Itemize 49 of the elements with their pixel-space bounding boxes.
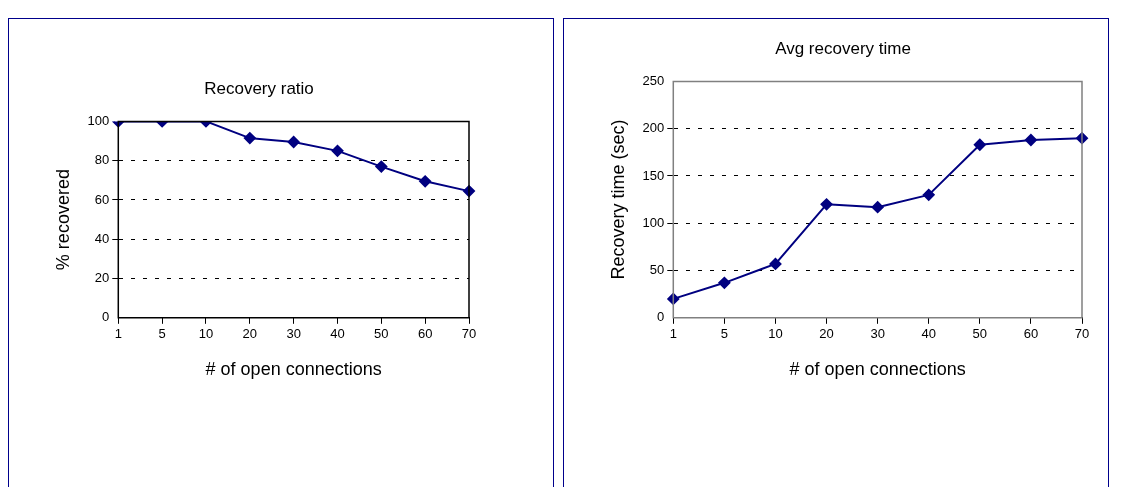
x-tick-label: 60	[1023, 326, 1039, 342]
x-tick-label: 30	[286, 326, 301, 342]
x-tick-label: 5	[720, 326, 728, 342]
x-tick-label: 70	[1074, 326, 1090, 342]
chart-title: Recovery ratio	[204, 78, 314, 98]
x-tick-label: 20	[242, 326, 258, 342]
point	[287, 136, 300, 149]
y-tick-label: 100	[87, 112, 110, 128]
point	[820, 198, 833, 211]
y-tick-label: 80	[94, 152, 110, 168]
x-tick-label: 1	[114, 326, 122, 342]
x-tick-label: 10	[768, 326, 783, 342]
x-tick-label: 50	[972, 326, 988, 342]
x-tick-label: 5	[158, 326, 166, 342]
x-tick-label: 10	[198, 326, 214, 342]
x-tick-label: 40	[921, 326, 936, 342]
y-tick-label: 20	[94, 270, 110, 286]
point	[243, 132, 256, 145]
y-axis-title: Recovery time (sec)	[607, 119, 628, 280]
y-tick-label: 250	[642, 72, 665, 88]
y-tick-label: 150	[642, 167, 665, 183]
point	[769, 257, 782, 270]
x-tick-label: 30	[870, 326, 885, 342]
y-tick-label: 200	[642, 120, 665, 136]
point	[871, 201, 884, 214]
x-tick-label: 50	[374, 326, 389, 342]
x-tick-label: 40	[330, 326, 345, 342]
chart-title: Avg recovery time	[775, 38, 911, 58]
y-tick-label: 50	[649, 262, 665, 278]
point	[922, 188, 935, 201]
point	[667, 292, 680, 305]
x-axis-title: # of open connections	[205, 359, 382, 380]
y-axis-title: % recovered	[52, 169, 73, 271]
y-tick-label: 0	[102, 309, 110, 325]
point	[718, 276, 731, 289]
point	[973, 138, 986, 151]
y-tick-label: 40	[94, 230, 110, 246]
point	[331, 144, 344, 157]
x-tick-label: 60	[417, 326, 433, 342]
x-tick-label: 70	[461, 326, 477, 342]
y-tick-label: 100	[642, 214, 665, 230]
y-tick-label: 0	[657, 309, 665, 325]
point	[1024, 134, 1037, 147]
x-tick-label: 1	[669, 326, 677, 342]
x-tick-label: 20	[819, 326, 834, 342]
x-axis-title: # of open connections	[789, 359, 966, 380]
y-tick-label: 60	[94, 191, 110, 207]
point	[375, 160, 388, 173]
point	[419, 175, 432, 188]
